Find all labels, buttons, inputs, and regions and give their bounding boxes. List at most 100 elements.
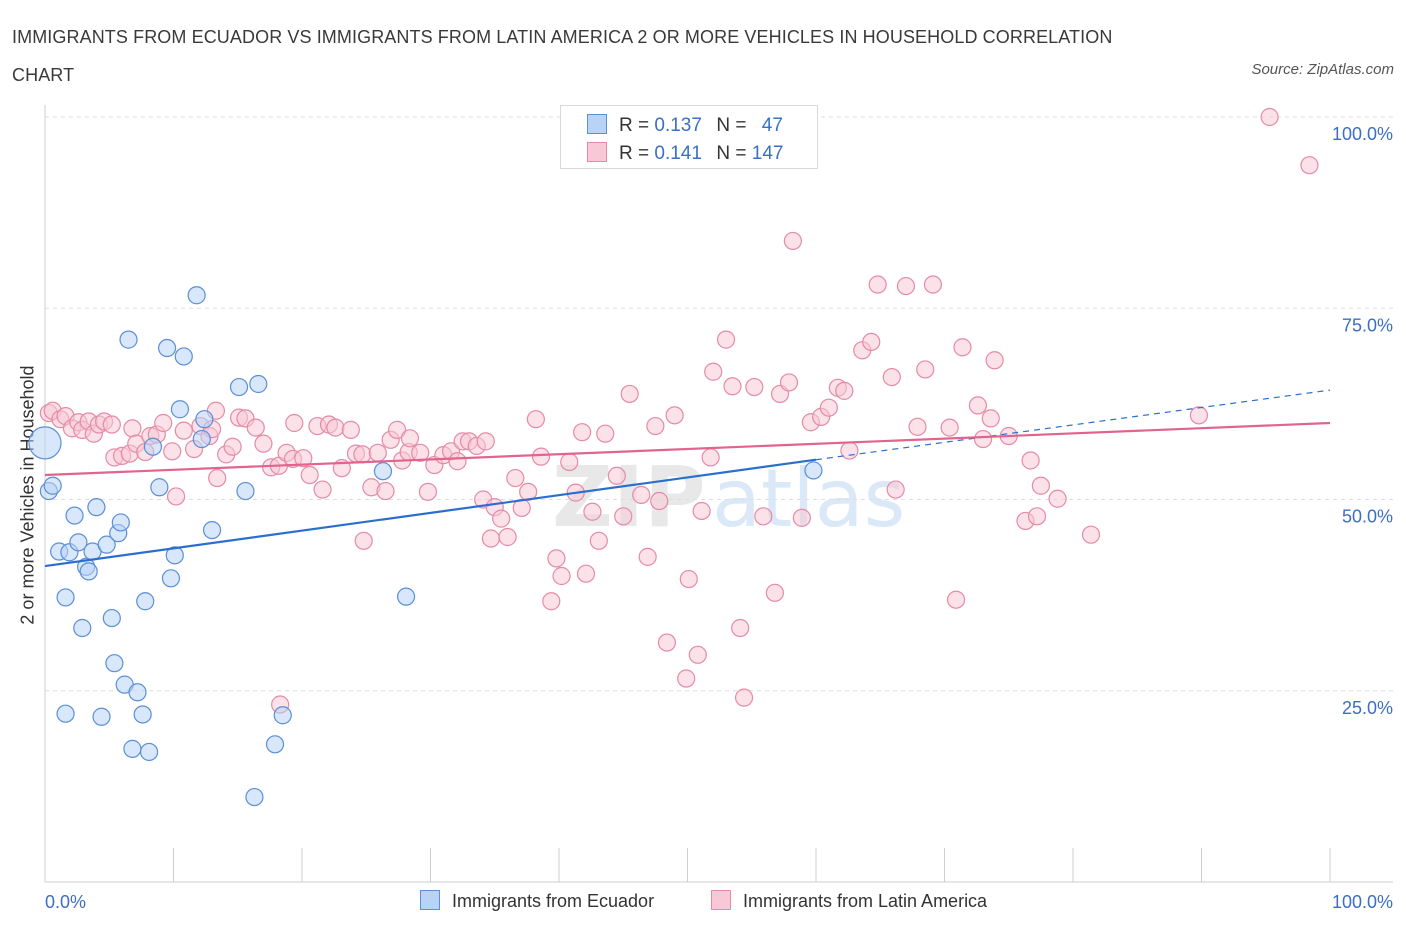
latin-america-point	[665, 406, 684, 425]
x-tick-label-max: 100.0%	[1332, 892, 1393, 912]
bottom-legend-latin: Immigrants from Latin America	[711, 890, 987, 914]
latin-america-point	[294, 449, 313, 468]
y-tick-label-100: 100.0%	[1332, 124, 1393, 144]
y-tick-label-50: 50.0%	[1342, 507, 1393, 527]
bottom-legend-ecuador: Immigrants from Ecuador	[420, 890, 654, 914]
ecuador-point	[161, 569, 181, 588]
latin-america-point	[326, 418, 345, 437]
latin-america-trend-line	[44, 421, 1331, 477]
latin-america-point	[583, 502, 602, 521]
latin-america-point	[547, 549, 566, 568]
latin-america-point	[492, 509, 511, 528]
latin-america-points	[39, 107, 1319, 714]
legend-swatch-latin	[587, 142, 607, 162]
latin-america-point	[596, 424, 615, 443]
latin-america-point	[102, 415, 121, 434]
ecuador-point	[373, 462, 393, 481]
latin-america-point	[783, 231, 802, 251]
latin-america-point	[916, 360, 935, 379]
latin-america-point	[779, 373, 799, 392]
latin-america-point	[723, 377, 742, 396]
latin-america-point	[940, 418, 959, 437]
ecuador-point	[804, 461, 823, 480]
latin-america-point	[163, 442, 182, 461]
latin-america-point	[531, 447, 551, 466]
latin-america-point	[896, 276, 916, 296]
x-tick-label-min: 0.0%	[45, 892, 86, 912]
ecuador-point	[133, 705, 152, 724]
latin-america-point	[208, 468, 227, 488]
latin-america-point	[1021, 451, 1040, 470]
ecuador-point	[139, 742, 159, 762]
ecuador-point	[128, 683, 147, 702]
latin-america-point	[1048, 489, 1067, 508]
latin-america-point	[886, 480, 905, 499]
latin-america-point	[589, 531, 608, 550]
chart-title: IMMIGRANTS FROM ECUADOR VS IMMIGRANTS FR…	[12, 27, 1113, 85]
latin-america-point	[946, 590, 966, 609]
latin-america-point	[862, 332, 881, 352]
latin-america-point	[973, 429, 993, 449]
latin-america-point	[542, 592, 561, 611]
ecuador-point	[245, 787, 264, 807]
latin-america-point	[868, 275, 887, 294]
ecuador-point	[202, 520, 222, 540]
latin-america-point	[679, 569, 698, 589]
ecuador-points	[28, 286, 823, 807]
latin-america-point	[650, 491, 669, 511]
latin-america-point	[560, 452, 579, 472]
latin-america-point	[657, 633, 677, 652]
ecuador-point	[92, 707, 111, 726]
latin-america-point	[765, 583, 784, 602]
latin-america-point	[908, 417, 927, 436]
latin-america-point	[506, 468, 525, 488]
legend-swatch-ecuador	[587, 114, 607, 134]
ecuador-point	[136, 592, 155, 611]
y-tick-label-75: 75.0%	[1342, 315, 1393, 335]
latin-america-point	[526, 410, 545, 429]
latin-america-point	[701, 448, 720, 467]
latin-america-point	[745, 377, 764, 397]
latin-america-point	[620, 384, 639, 404]
bottom-legend-label-ecuador: Immigrants from Ecuador	[452, 891, 655, 911]
legend-r-label: R =	[619, 143, 650, 164]
ecuador-point	[249, 374, 268, 394]
latin-america-point	[387, 420, 407, 439]
latin-america-point	[835, 381, 854, 400]
latin-america-point	[400, 429, 420, 448]
latin-america-point	[1027, 507, 1047, 526]
ecuador-point	[97, 535, 116, 554]
latin-america-point	[123, 419, 142, 438]
latin-america-point	[792, 508, 811, 527]
latin-america-point	[1300, 156, 1319, 175]
latin-america-point	[313, 480, 332, 499]
ecuador-point	[236, 481, 255, 501]
trend-lines	[44, 389, 1331, 568]
latin-america-point	[368, 443, 387, 462]
latin-america-point	[300, 465, 319, 485]
ecuador-point	[143, 437, 163, 456]
ecuador-point	[43, 476, 62, 495]
latin-america-point	[968, 396, 988, 415]
ecuador-point	[229, 377, 249, 397]
latin-america-point	[166, 487, 186, 506]
latin-america-point	[573, 423, 592, 442]
ecuador-trend-extension	[815, 389, 1331, 461]
ecuador-point	[157, 338, 177, 358]
latin-america-point	[734, 688, 754, 707]
legend-n-label: N =	[716, 115, 747, 136]
latin-america-point	[223, 437, 242, 456]
latin-america-point	[981, 409, 1000, 428]
ecuador-point	[119, 330, 138, 349]
latin-america-point	[731, 618, 750, 638]
latin-america-point	[646, 416, 665, 436]
ecuador-point	[195, 410, 214, 429]
ecuador-point	[28, 426, 62, 460]
latin-america-point	[985, 351, 1004, 370]
latin-america-point	[448, 452, 467, 471]
latin-america-point	[704, 362, 723, 381]
latin-america-point	[607, 466, 626, 485]
bottom-legend-swatch-latin	[711, 890, 731, 910]
ecuador-point	[192, 429, 211, 449]
legend-n-ecuador: 47	[761, 115, 783, 136]
